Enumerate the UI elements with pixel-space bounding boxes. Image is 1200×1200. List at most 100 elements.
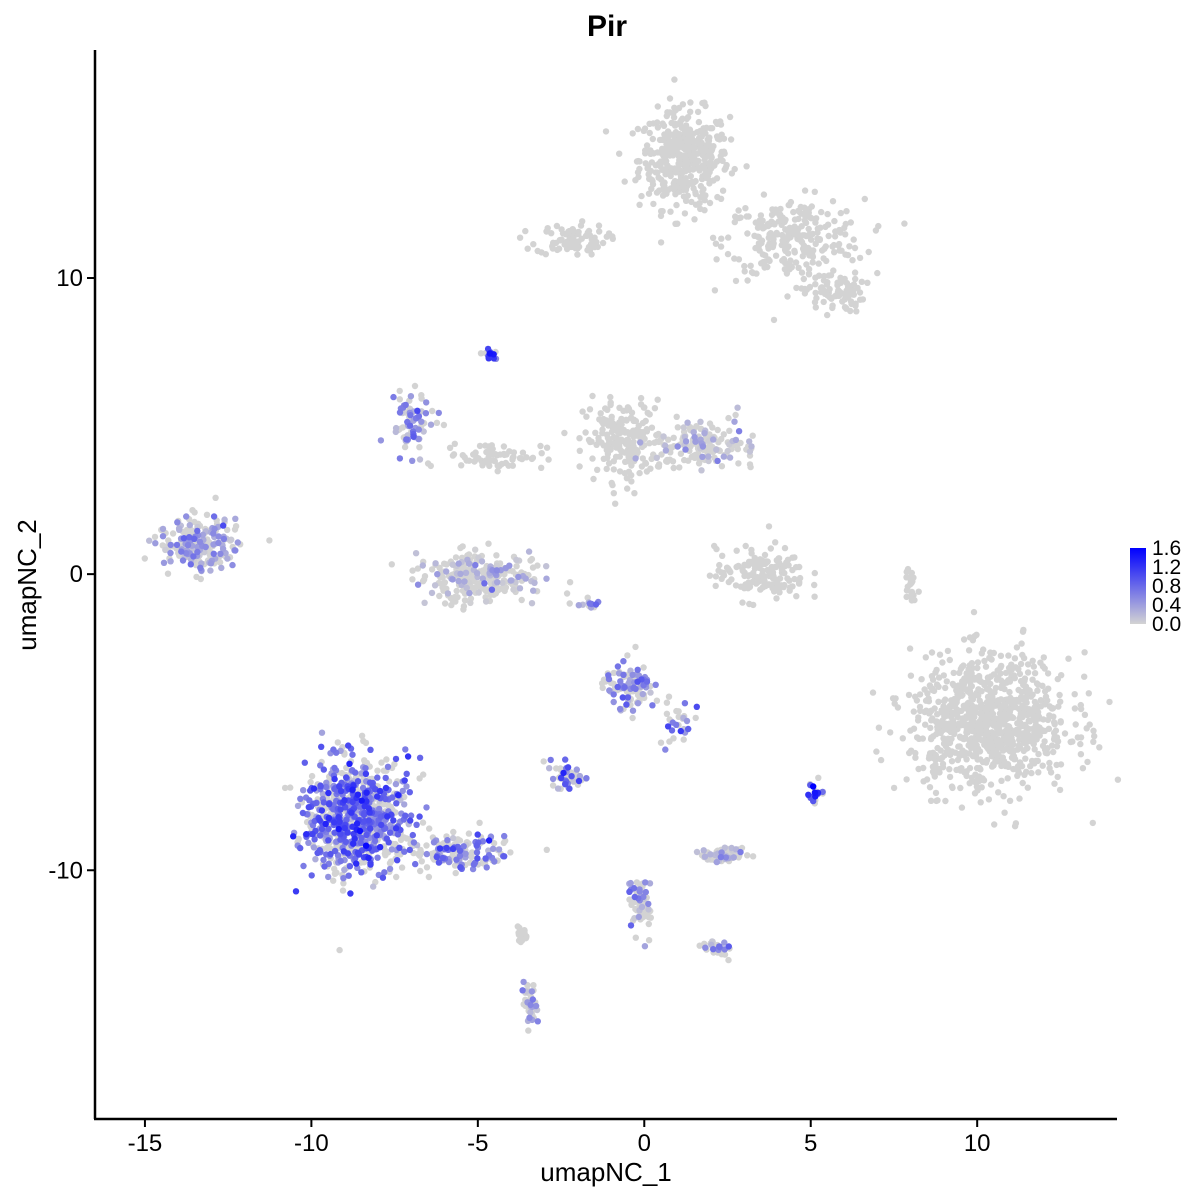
cell-point — [750, 571, 757, 578]
cell-point — [1030, 740, 1037, 747]
cell-point — [337, 806, 344, 813]
cell-point — [336, 946, 343, 954]
cell-point — [645, 906, 652, 913]
cell-point — [396, 396, 403, 403]
cell-point — [458, 462, 465, 469]
cell-point — [764, 263, 771, 271]
cell-point — [962, 686, 969, 693]
cell-point — [681, 126, 688, 133]
cell-point — [725, 414, 732, 422]
cell-point — [167, 549, 174, 557]
x-tick-label: -10 — [294, 1130, 329, 1157]
cell-point — [906, 645, 914, 652]
cell-point — [407, 817, 414, 824]
cell-point — [307, 778, 314, 786]
cell-point — [459, 452, 466, 459]
cell-point — [325, 801, 333, 808]
cell-point — [694, 108, 702, 116]
cell-point — [998, 777, 1005, 784]
cell-point — [339, 887, 347, 894]
cell-point — [639, 429, 646, 436]
cell-point — [383, 756, 390, 763]
cell-point — [887, 729, 894, 736]
cell-point — [1039, 742, 1047, 750]
cell-point — [633, 879, 641, 886]
cell-point — [599, 430, 606, 437]
cell-point — [639, 419, 646, 427]
cell-point — [944, 647, 952, 655]
cell-point — [982, 679, 989, 687]
cell-point — [203, 511, 211, 518]
cell-point — [734, 445, 741, 453]
cell-point — [159, 525, 167, 533]
cell-point — [540, 758, 547, 765]
cell-point — [658, 136, 665, 143]
cell-point — [340, 848, 347, 855]
cell-point — [331, 819, 338, 826]
cell-point — [621, 178, 628, 185]
cell-point — [1002, 734, 1010, 741]
cell-point — [325, 814, 333, 822]
cell-point — [528, 988, 536, 995]
cell-point — [977, 709, 984, 717]
cell-point — [695, 118, 703, 126]
cell-point — [965, 647, 973, 654]
cell-point — [175, 525, 183, 532]
cell-point — [197, 564, 204, 571]
x-axis-ticks: -15 -10 -5 0 5 10 — [128, 1119, 991, 1157]
cell-point — [742, 205, 749, 212]
cell-point — [507, 849, 514, 856]
cell-point — [819, 247, 826, 254]
cell-point — [850, 281, 858, 288]
cell-point — [700, 149, 707, 156]
cell-point — [1019, 713, 1026, 721]
cell-point — [579, 218, 586, 225]
cell-point — [612, 425, 619, 432]
x-tick-label: -5 — [467, 1130, 488, 1157]
cell-point — [639, 455, 646, 462]
cell-point — [314, 849, 321, 857]
cell-point — [300, 862, 307, 870]
cell-point — [281, 784, 289, 792]
cell-point — [1015, 666, 1022, 673]
cell-point — [331, 764, 338, 772]
cell-point — [806, 231, 813, 238]
cell-point — [770, 240, 777, 247]
cell-point — [151, 533, 159, 541]
cell-point — [642, 888, 649, 896]
cell-point — [485, 540, 492, 547]
cell-point — [907, 672, 915, 679]
cell-point — [858, 278, 865, 285]
cell-point — [441, 560, 448, 567]
cell-point — [402, 401, 409, 409]
cell-point — [717, 853, 725, 861]
cell-point — [985, 699, 992, 706]
x-tick-label: -15 — [128, 1130, 163, 1157]
cell-point — [525, 548, 533, 555]
cell-point — [623, 701, 630, 708]
cell-point — [322, 820, 329, 828]
cell-point — [662, 447, 670, 454]
cell-point — [485, 837, 493, 844]
cell-point — [940, 703, 947, 710]
cell-point — [423, 842, 430, 849]
cell-point — [718, 435, 725, 443]
cell-point — [739, 599, 746, 606]
cell-point — [713, 858, 720, 866]
cell-point — [644, 163, 652, 170]
cell-point — [741, 585, 748, 592]
cell-point — [574, 251, 581, 258]
cell-point — [330, 746, 337, 753]
cell-point — [673, 721, 680, 728]
cell-point — [610, 698, 617, 706]
cell-point — [146, 537, 153, 544]
cell-point — [613, 435, 620, 442]
cell-point — [402, 746, 409, 753]
cell-point — [341, 824, 348, 832]
cell-point — [341, 866, 348, 873]
cell-point — [529, 996, 536, 1003]
cell-point — [349, 751, 356, 758]
cell-point — [757, 212, 765, 219]
cell-point — [616, 705, 624, 713]
